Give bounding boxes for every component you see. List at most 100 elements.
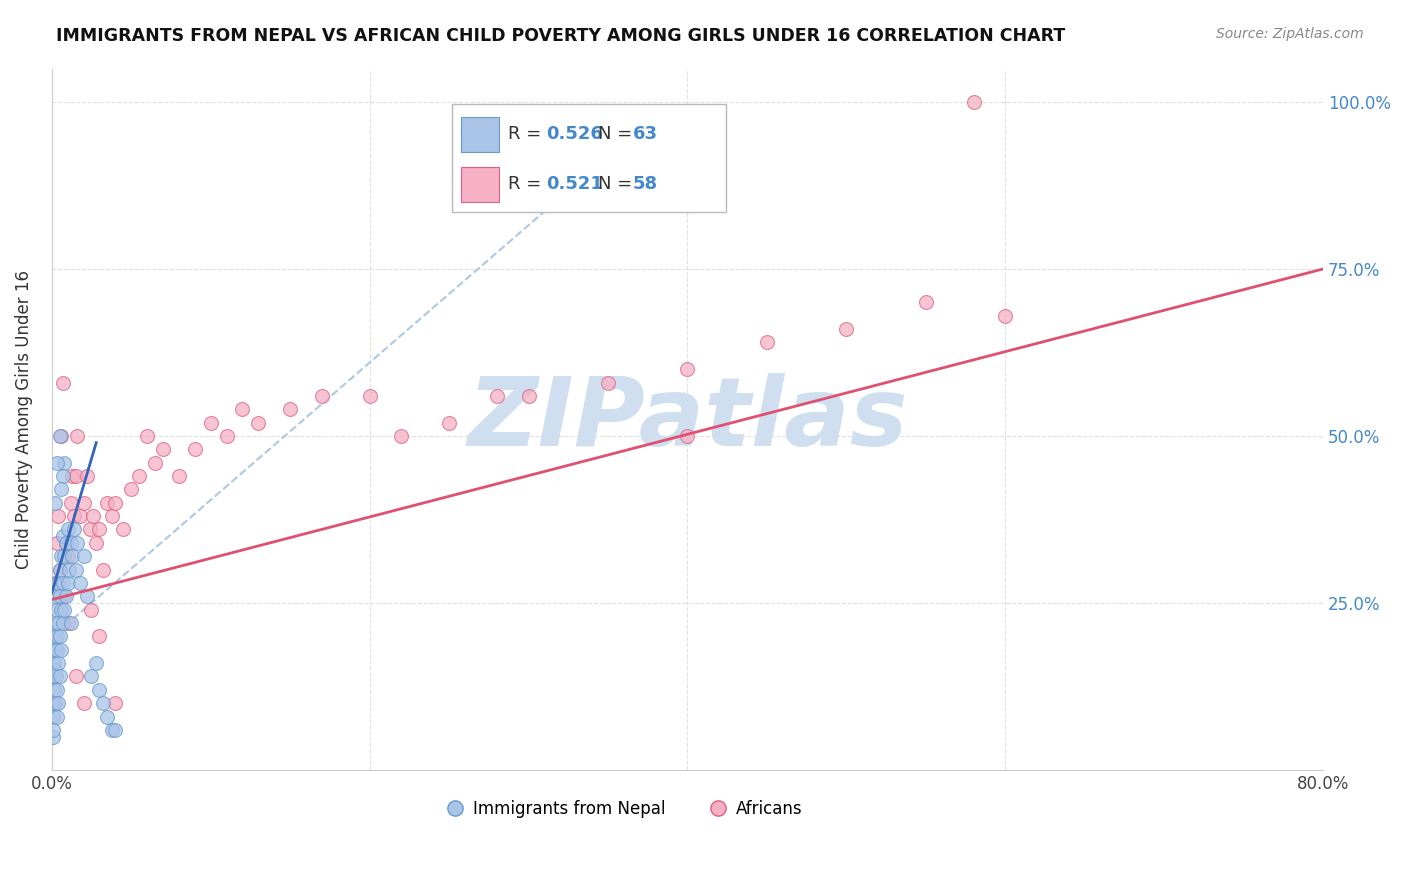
Point — [96, 709, 118, 723]
Point — [89, 682, 111, 697]
Point — [52, 529, 75, 543]
Point — [53, 456, 76, 470]
Point — [104, 496, 127, 510]
Legend: Immigrants from Nepal, Africans: Immigrants from Nepal, Africans — [439, 794, 810, 825]
Point — [45, 642, 67, 657]
Point — [84, 536, 107, 550]
Point — [42, 723, 65, 737]
Point — [76, 589, 98, 603]
Point — [46, 509, 69, 524]
Y-axis label: Child Poverty Among Girls Under 16: Child Poverty Among Girls Under 16 — [15, 269, 32, 569]
Point — [52, 376, 75, 390]
Point — [52, 469, 75, 483]
Point — [89, 629, 111, 643]
Point — [82, 509, 104, 524]
Point — [56, 576, 79, 591]
Point — [45, 602, 67, 616]
Point — [45, 709, 67, 723]
Point — [44, 663, 66, 677]
FancyBboxPatch shape — [453, 103, 725, 212]
Point — [104, 723, 127, 737]
Point — [44, 576, 66, 591]
Point — [76, 469, 98, 483]
Point — [51, 549, 73, 564]
Point — [45, 456, 67, 470]
Point — [42, 696, 65, 710]
Point — [72, 496, 94, 510]
Point — [101, 723, 124, 737]
Point — [48, 589, 70, 603]
Text: R =: R = — [508, 125, 547, 143]
Point — [517, 389, 540, 403]
Point — [69, 576, 91, 591]
Point — [45, 682, 67, 697]
Point — [596, 376, 619, 390]
Point — [112, 523, 135, 537]
Point — [48, 563, 70, 577]
Text: IMMIGRANTS FROM NEPAL VS AFRICAN CHILD POVERTY AMONG GIRLS UNDER 16 CORRELATION : IMMIGRANTS FROM NEPAL VS AFRICAN CHILD P… — [56, 27, 1066, 45]
Point — [59, 615, 82, 630]
Point — [184, 442, 207, 457]
Point — [51, 642, 73, 657]
Point — [42, 709, 65, 723]
Point — [42, 682, 65, 697]
Point — [247, 416, 270, 430]
Point — [676, 362, 699, 376]
Point — [62, 549, 84, 564]
Point — [44, 589, 66, 603]
Point — [215, 429, 238, 443]
Point — [231, 402, 253, 417]
Point — [52, 615, 75, 630]
Point — [128, 469, 150, 483]
Point — [79, 523, 101, 537]
Text: R =: R = — [508, 175, 547, 193]
Point — [44, 615, 66, 630]
Point — [65, 469, 87, 483]
Point — [48, 629, 70, 643]
Point — [51, 429, 73, 443]
Point — [55, 536, 77, 550]
Text: N =: N = — [599, 125, 638, 143]
Point — [42, 669, 65, 683]
Point — [66, 429, 89, 443]
Point — [46, 629, 69, 643]
Point — [437, 416, 460, 430]
Text: ZIPatlas: ZIPatlas — [467, 373, 908, 466]
Text: 58: 58 — [633, 175, 658, 193]
Point — [65, 563, 87, 577]
Point — [96, 496, 118, 510]
Point — [359, 389, 381, 403]
Text: N =: N = — [599, 175, 638, 193]
Point — [58, 563, 80, 577]
Point — [46, 615, 69, 630]
Point — [56, 615, 79, 630]
Point — [56, 549, 79, 564]
Point — [914, 295, 936, 310]
Point — [311, 389, 333, 403]
Point — [485, 389, 508, 403]
Point — [136, 429, 159, 443]
Point — [53, 589, 76, 603]
Point — [41, 730, 63, 744]
Point — [51, 483, 73, 497]
FancyBboxPatch shape — [461, 167, 499, 202]
Point — [44, 629, 66, 643]
Point — [44, 496, 66, 510]
Point — [63, 509, 86, 524]
Point — [65, 669, 87, 683]
Point — [56, 523, 79, 537]
Point — [53, 602, 76, 616]
Point — [45, 536, 67, 550]
Point — [45, 576, 67, 591]
Text: 63: 63 — [633, 125, 658, 143]
Point — [962, 95, 984, 109]
FancyBboxPatch shape — [461, 117, 499, 153]
Point — [835, 322, 858, 336]
Point — [143, 456, 166, 470]
Point — [59, 496, 82, 510]
Point — [72, 549, 94, 564]
Point — [62, 469, 84, 483]
Point — [59, 536, 82, 550]
Point — [44, 642, 66, 657]
Point — [80, 602, 103, 616]
